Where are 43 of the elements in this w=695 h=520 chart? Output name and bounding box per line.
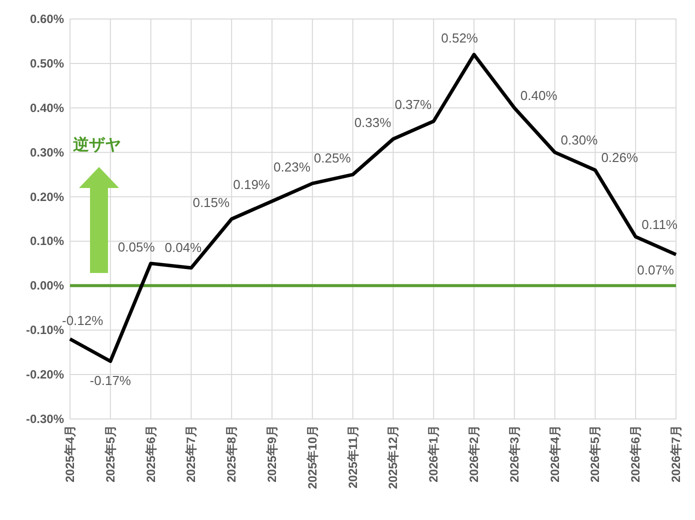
data-label: 0.19% [233,177,270,192]
data-label: 0.25% [314,150,352,166]
data-label: 0.37% [394,97,432,112]
x-tick-label: 2025年12月 [386,425,400,490]
x-tick-label: 2025年10月 [305,425,320,490]
y-tick-label: 0.60% [30,12,64,26]
y-tick-label: 0.50% [30,56,64,70]
x-tick-label: 2025年8月 [224,425,239,482]
data-label: 0.40% [520,88,558,103]
x-tick-label: 2026年7月 [669,425,683,482]
data-label: 0.05% [118,239,156,254]
data-label: -0.17% [90,373,132,388]
y-tick-label: 0.30% [30,145,64,160]
x-tick-label: 2025年4月 [63,425,77,482]
x-tick-label: 2026年1月 [426,425,441,482]
data-label: 0.33% [354,115,392,130]
x-tick-label: 2025年7月 [184,425,198,482]
y-tick-label: 0.00% [30,278,64,293]
y-tick-label: 0.10% [30,234,64,248]
x-tick-label: 2026年3月 [507,425,522,482]
y-tick-label: -0.10% [26,323,64,338]
x-tick-label: 2025年9月 [265,425,279,482]
data-label: 0.52% [441,30,478,46]
y-tick-label: 0.20% [30,190,64,204]
x-tick-label: 2025年11月 [346,425,360,488]
data-label: 0.11% [642,216,678,232]
data-label: 0.26% [601,150,638,166]
data-label: 0.23% [274,159,311,174]
annotation: 逆ザヤ [72,136,121,154]
x-tick-label: 2026年6月 [628,425,643,482]
data-label: -0.12% [62,313,104,328]
y-tick-label: -0.30% [26,412,64,426]
x-tick-label: 2026年2月 [467,425,481,482]
x-tick-label: 2025年6月 [144,425,158,482]
x-tick-label: 2025年5月 [103,425,118,482]
x-tick-label: 2026年4月 [548,425,562,482]
data-label: 0.30% [560,132,598,148]
data-label: 0.04% [164,240,202,255]
data-label: 0.07% [637,262,674,278]
y-tick-label: 0.40% [30,100,64,115]
data-label: 0.15% [192,195,230,210]
x-tick-label: 2026年5月 [588,425,602,482]
y-tick-label: -0.20% [26,368,64,382]
